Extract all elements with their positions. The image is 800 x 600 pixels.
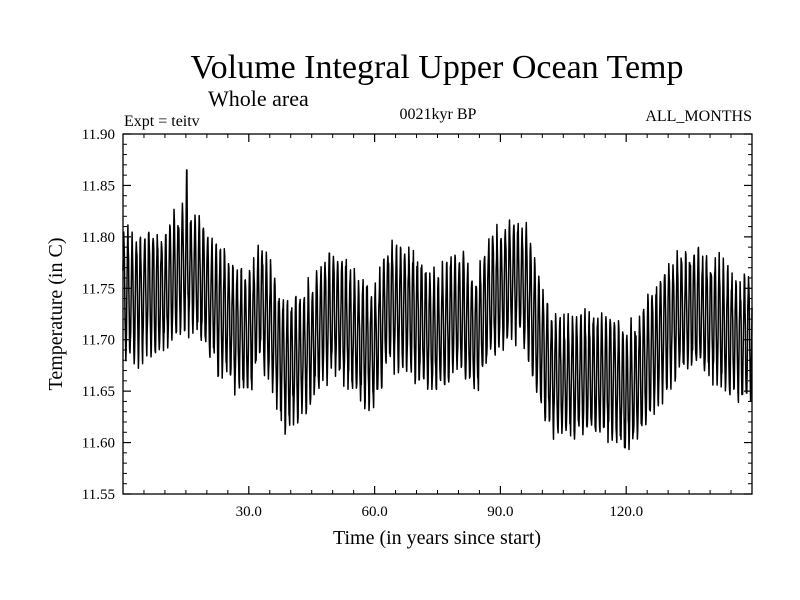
chart-subtitle: Whole area bbox=[208, 86, 309, 111]
y-tick-label: 11.55 bbox=[82, 487, 115, 503]
y-tick-label: 11.65 bbox=[82, 384, 115, 400]
x-tick-label: 60.0 bbox=[361, 504, 387, 520]
y-axis-label: Temperature (in C) bbox=[45, 238, 67, 391]
y-tick-label: 11.80 bbox=[82, 230, 115, 246]
experiment-label: Expt = teitv bbox=[124, 113, 200, 130]
y-tick-label: 11.75 bbox=[82, 281, 115, 297]
months-label: ALL_MONTHS bbox=[645, 108, 752, 125]
chart-title: Volume Integral Upper Ocean Temp bbox=[191, 49, 684, 86]
x-tick-label: 120.0 bbox=[609, 504, 643, 520]
x-tick-label: 30.0 bbox=[236, 504, 262, 520]
x-axis-label: Time (in years since start) bbox=[333, 527, 541, 549]
y-tick-label: 11.90 bbox=[82, 127, 115, 143]
x-axis: 30.0 60.0 90.0 120.0 bbox=[143, 134, 732, 520]
plot-frame bbox=[122, 133, 753, 495]
y-tick-label: 11.85 bbox=[82, 178, 115, 194]
x-tick-label: 90.0 bbox=[487, 504, 513, 520]
period-label: 0021kyr BP bbox=[400, 106, 477, 123]
series-line-temperature bbox=[122, 169, 753, 451]
y-tick-label: 11.70 bbox=[82, 333, 115, 349]
y-tick-label: 11.60 bbox=[82, 436, 115, 452]
